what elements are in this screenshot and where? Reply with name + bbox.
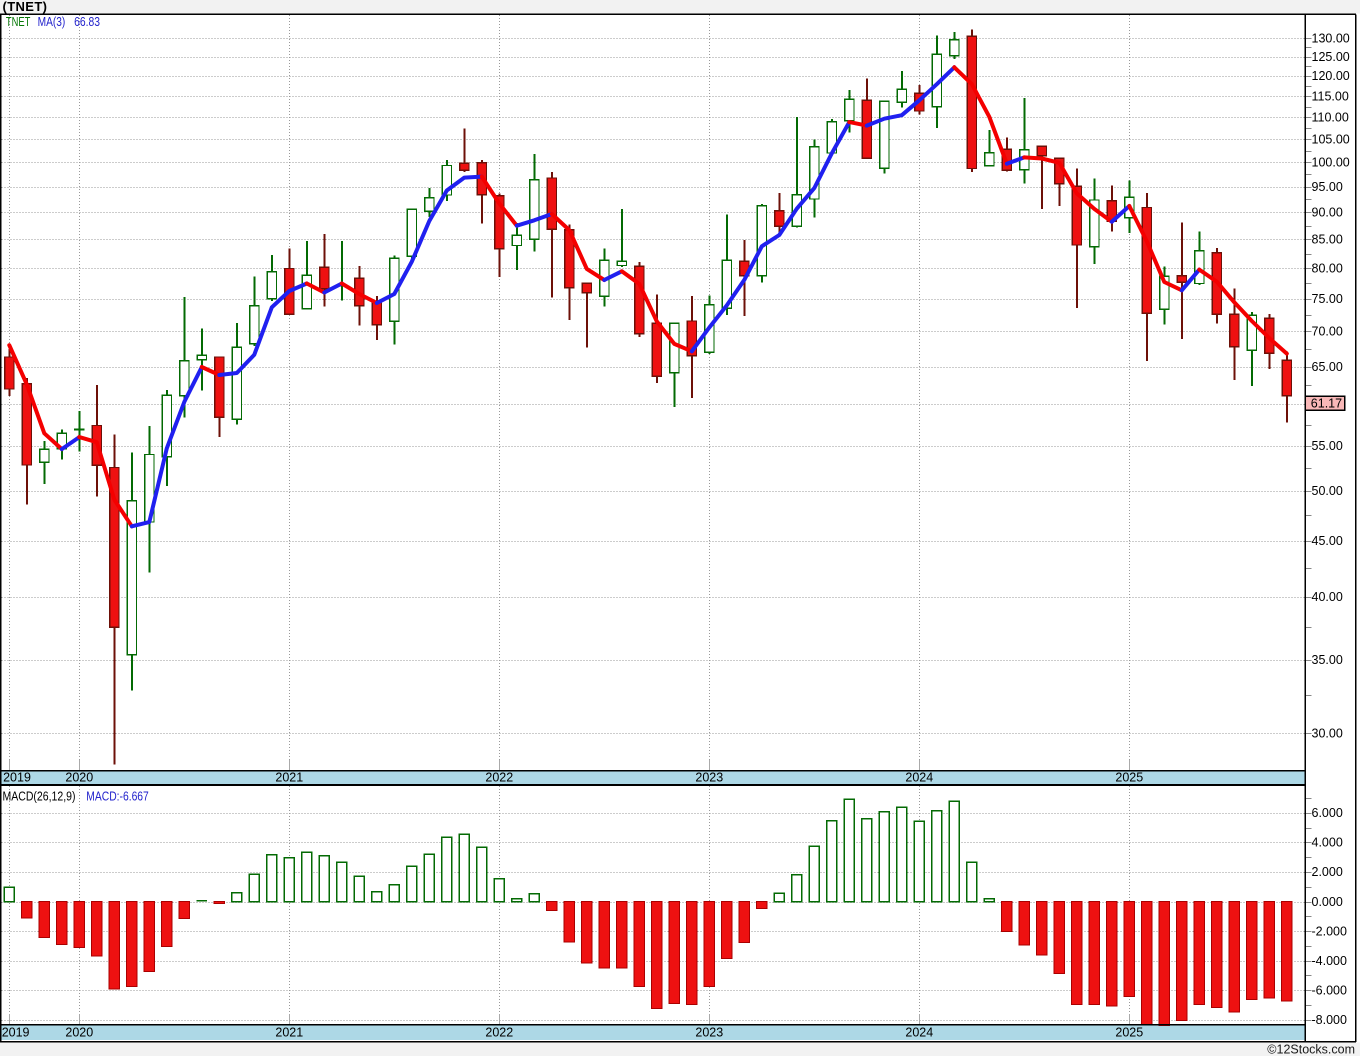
svg-text:100.00: 100.00	[1312, 156, 1350, 170]
svg-text:2023: 2023	[695, 770, 723, 784]
svg-text:66.83: 66.83	[74, 15, 100, 29]
svg-text:95.00: 95.00	[1312, 180, 1343, 194]
svg-text:-8.000: -8.000	[1312, 1013, 1347, 1027]
svg-text:2019: 2019	[2, 1025, 30, 1039]
svg-text:90.00: 90.00	[1312, 206, 1343, 220]
svg-text:45.00: 45.00	[1312, 534, 1343, 548]
svg-text:6.000: 6.000	[1312, 806, 1343, 820]
svg-text:2025: 2025	[1115, 1025, 1143, 1039]
svg-text:61.17: 61.17	[1311, 397, 1342, 411]
svg-text:2024: 2024	[905, 770, 933, 784]
svg-text:120.00: 120.00	[1312, 69, 1350, 83]
svg-text:MA(3): MA(3)	[38, 15, 66, 29]
svg-text:4.000: 4.000	[1312, 836, 1343, 850]
svg-text:110.00: 110.00	[1312, 111, 1349, 125]
svg-text:MACD(26,12,9): MACD(26,12,9)	[3, 790, 76, 804]
svg-text:-6.000: -6.000	[1312, 984, 1347, 998]
svg-text:70.00: 70.00	[1312, 325, 1343, 339]
svg-text:30.00: 30.00	[1312, 726, 1343, 740]
svg-text:105.00: 105.00	[1312, 133, 1350, 147]
svg-text:2022: 2022	[485, 770, 513, 784]
svg-text:125.00: 125.00	[1312, 50, 1350, 64]
svg-text:TNET: TNET	[6, 15, 31, 29]
svg-text:-4.000: -4.000	[1312, 954, 1347, 968]
svg-text:55.00: 55.00	[1312, 439, 1343, 453]
svg-text:2.000: 2.000	[1312, 865, 1343, 879]
svg-text:2025: 2025	[1115, 770, 1143, 784]
svg-text:2020: 2020	[65, 770, 93, 784]
svg-text:115.00: 115.00	[1312, 89, 1349, 103]
svg-text:130.00: 130.00	[1312, 31, 1350, 45]
svg-text:75.00: 75.00	[1312, 292, 1343, 306]
svg-text:40.00: 40.00	[1312, 590, 1343, 604]
svg-text:(TNET): (TNET)	[3, 0, 48, 14]
svg-text:0.000: 0.000	[1312, 895, 1343, 909]
svg-text:65.00: 65.00	[1312, 360, 1343, 374]
svg-text:MACD:-6.667: MACD:-6.667	[86, 790, 149, 804]
svg-text:-2.000: -2.000	[1312, 924, 1347, 938]
svg-text:2020: 2020	[65, 1025, 93, 1039]
svg-text:2023: 2023	[695, 1025, 723, 1039]
svg-text:85.00: 85.00	[1312, 233, 1343, 247]
svg-text:2021: 2021	[275, 770, 303, 784]
svg-text:50.00: 50.00	[1312, 484, 1343, 498]
svg-text:2019: 2019	[3, 770, 31, 784]
svg-text:2024: 2024	[905, 1025, 933, 1039]
svg-text:2021: 2021	[275, 1025, 303, 1039]
svg-text:35.00: 35.00	[1312, 653, 1343, 667]
svg-text:80.00: 80.00	[1312, 261, 1343, 275]
svg-text:2022: 2022	[485, 1025, 513, 1039]
svg-text:©12Stocks.com: ©12Stocks.com	[1267, 1043, 1355, 1057]
